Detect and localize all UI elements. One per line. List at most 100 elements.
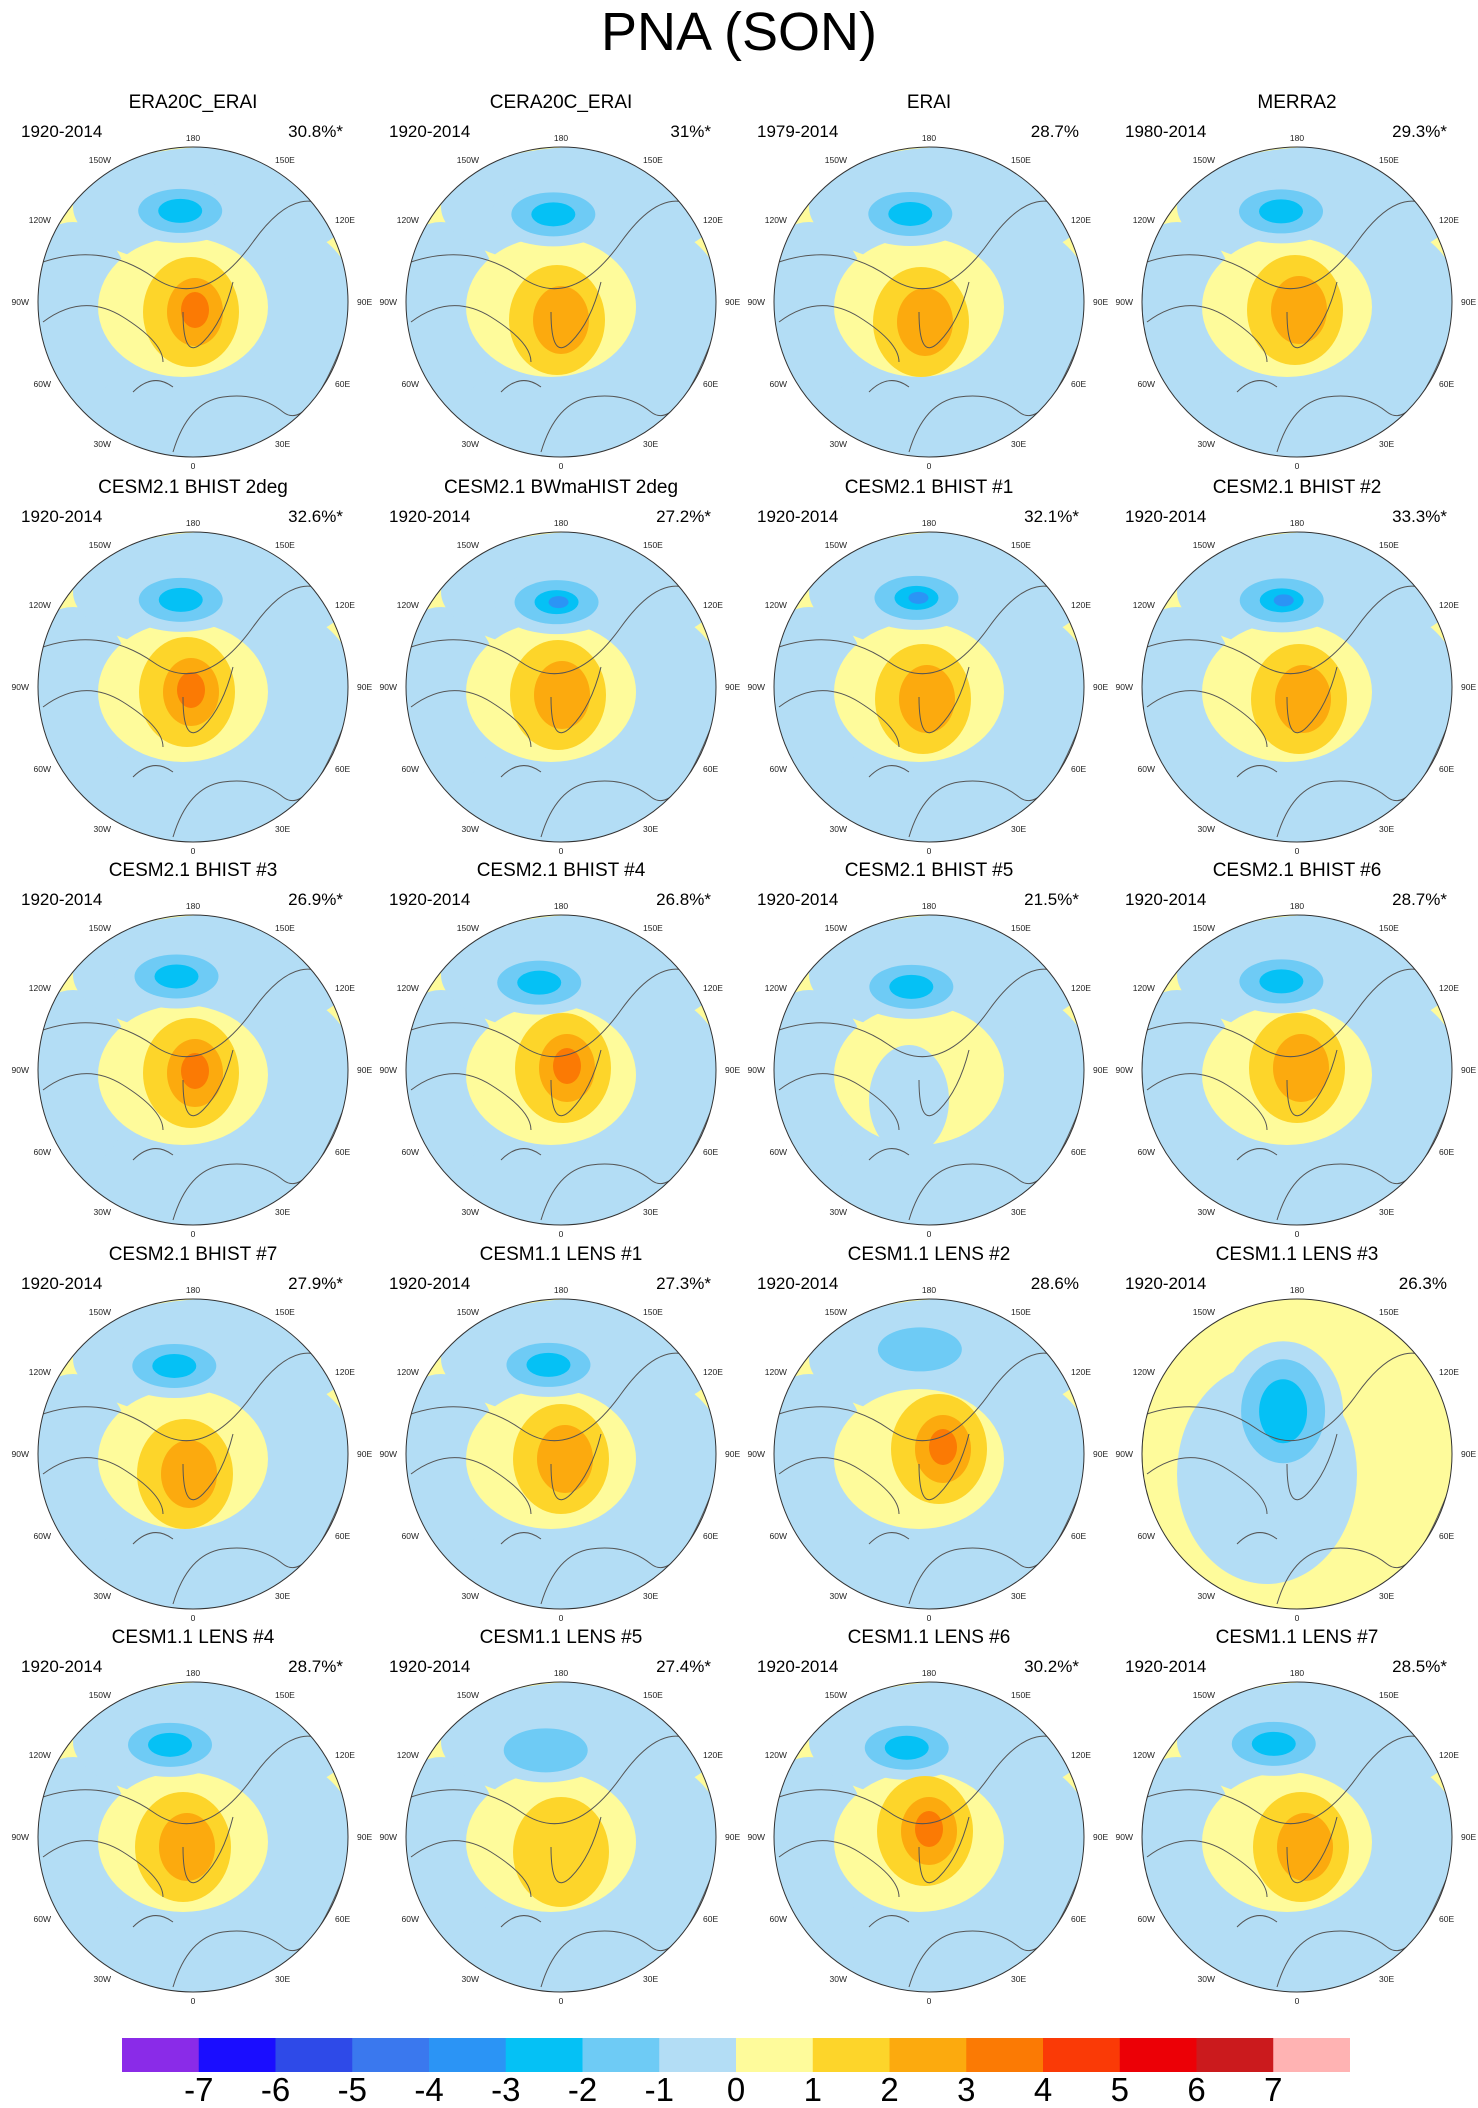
- map-panel: CESM2.1 BHIST 2deg 1920-2014 32.6%* 180 150E…: [9, 477, 377, 859]
- longitude-label: 90E: [1461, 1832, 1476, 1842]
- panel-variance-percent: 27.4%*: [656, 1657, 711, 1676]
- map-panel: CESM1.1 LENS #3 1920-2014 26.3% 180 150E 120E…: [1113, 1244, 1478, 1626]
- panel-title: CESM1.1 LENS #5: [479, 1627, 643, 1648]
- longitude-label: 150W: [89, 155, 111, 165]
- colorbar-swatch: [736, 2038, 814, 2072]
- longitude-label: 0: [191, 1229, 196, 1239]
- longitude-label: 90E: [1461, 682, 1476, 692]
- longitude-label: 180: [186, 1285, 200, 1295]
- longitude-label: 30W: [1198, 1207, 1215, 1217]
- longitude-label: 120E: [335, 600, 355, 610]
- map-panel: CESM2.1 BHIST #7 1920-2014 27.9%* 180 150E 12…: [9, 1244, 377, 1626]
- longitude-label: 0: [191, 1996, 196, 2006]
- longitude-label: 120E: [1071, 1750, 1091, 1760]
- negative-anomaly-area: [1177, 736, 1397, 842]
- map-boundary: [405, 531, 717, 843]
- polar-map: 180 150E 120E 90E 60E 30E 0 30W 60W 90W 120W 150W: [1116, 518, 1477, 856]
- colorbar-swatch: [812, 2038, 890, 2072]
- longitude-label: 30E: [1379, 439, 1394, 449]
- longitude-label: 90E: [725, 1449, 740, 1459]
- longitude-label: 150W: [89, 1307, 111, 1317]
- colorbar-tick-label: 0: [726, 2071, 746, 2108]
- panel-period: 1920-2014: [757, 890, 839, 909]
- low-core: [1259, 969, 1304, 994]
- panel-title: CESM1.1 LENS #2: [847, 1244, 1011, 1265]
- longitude-label: 120E: [335, 983, 355, 993]
- map-boundary: [37, 1298, 349, 1610]
- negative-anomaly-area: [441, 1119, 661, 1225]
- colorbar-tick-label: 7: [1264, 2071, 1283, 2108]
- longitude-label: 90W: [12, 682, 29, 692]
- longitude-label: 120W: [29, 983, 51, 993]
- panel-variance-percent: 28.7%*: [288, 1657, 343, 1676]
- longitude-label: 150E: [643, 923, 663, 933]
- longitude-label: 60E: [1071, 379, 1086, 389]
- longitude-label: 90E: [1461, 1449, 1476, 1459]
- longitude-label: 60E: [1439, 1914, 1454, 1924]
- panel-title: CESM2.1 BHIST #6: [1212, 860, 1382, 881]
- colorbar-swatch: [659, 2038, 737, 2072]
- longitude-label: 120W: [765, 600, 787, 610]
- longitude-label: 30W: [462, 439, 479, 449]
- colorbar-swatch: [1043, 2038, 1121, 2072]
- panel-title: CESM2.1 BHIST 2deg: [98, 477, 288, 498]
- longitude-label: 120E: [1439, 983, 1459, 993]
- longitude-label: 30W: [830, 1591, 847, 1601]
- longitude-label: 30W: [1198, 824, 1215, 834]
- low-core: [888, 201, 933, 226]
- polar-map: 180 150E 120E 90E 60E 30E 0 30W 60W 90W 120W 150W: [748, 1668, 1109, 2006]
- polar-map: 180 150E 120E 90E 60E 30E 0 30W 60W 90W 120W 150W: [380, 133, 741, 471]
- longitude-label: 30E: [643, 824, 658, 834]
- map-panel: CESM2.1 BHIST #2 1920-2014 33.3%* 180 150E 12…: [1113, 477, 1478, 859]
- longitude-label: 120W: [765, 983, 787, 993]
- longitude-label: 90E: [725, 682, 740, 692]
- longitude-label: 60E: [703, 1147, 718, 1157]
- longitude-label: 60E: [335, 379, 350, 389]
- longitude-label: 120W: [765, 1367, 787, 1377]
- colorbar-tick-label: 6: [1187, 2071, 1206, 2108]
- longitude-label: 90W: [12, 1832, 29, 1842]
- longitude-label: 90E: [725, 1832, 740, 1842]
- longitude-label: 30W: [94, 824, 111, 834]
- map-boundary: [405, 914, 717, 1226]
- map-panel: CESM1.1 LENS #2 1920-2014 28.6% 180 150E 120E…: [745, 1244, 1113, 1626]
- panel-period: 1979-2014: [757, 122, 839, 141]
- panel-variance-percent: 30.8%*: [288, 122, 343, 141]
- longitude-label: 60W: [769, 379, 786, 389]
- longitude-label: 90W: [748, 1449, 765, 1459]
- longitude-label: 180: [1290, 133, 1304, 143]
- longitude-label: 60E: [1071, 1531, 1086, 1541]
- map-panel: ERAI 1979-2014 28.7% 180 150E 120E 90E 60E 30E 0 3…: [745, 92, 1113, 474]
- longitude-label: 0: [559, 1229, 564, 1239]
- high-contour: [513, 1797, 609, 1907]
- panel-title: CERA20C_ERAI: [489, 92, 633, 113]
- low-core: [1259, 1379, 1308, 1444]
- longitude-label: 120E: [1439, 215, 1459, 225]
- longitude-label: 90W: [12, 297, 29, 307]
- longitude-label: 60W: [401, 764, 418, 774]
- longitude-label: 60W: [1137, 1914, 1154, 1924]
- longitude-label: 30W: [830, 1207, 847, 1217]
- panel-variance-percent: 30.2%*: [1024, 1657, 1079, 1676]
- map-boundary: [773, 1681, 1085, 1993]
- longitude-label: 120W: [1133, 215, 1155, 225]
- panel-variance-percent: 33.3%*: [1392, 507, 1447, 526]
- low-core: [548, 596, 569, 609]
- longitude-label: 0: [559, 1996, 564, 2006]
- map-panel: CESM1.1 LENS #5 1920-2014 27.4%* 180 150E 120…: [377, 1627, 745, 2009]
- longitude-label: 180: [186, 133, 200, 143]
- colorbar-swatch: [889, 2038, 967, 2072]
- colorbar-swatch: [198, 2038, 276, 2072]
- panel-period: 1920-2014: [1125, 1274, 1207, 1293]
- longitude-label: 30E: [1379, 824, 1394, 834]
- longitude-label: 120W: [397, 1367, 419, 1377]
- panel-period: 1920-2014: [757, 507, 839, 526]
- longitude-label: 90W: [380, 682, 397, 692]
- longitude-label: 0: [927, 1996, 932, 2006]
- colorbar-swatch: [505, 2038, 583, 2072]
- longitude-label: 90E: [725, 297, 740, 307]
- panel-period: 1980-2014: [1125, 122, 1207, 141]
- panel-variance-percent: 29.3%*: [1392, 122, 1447, 141]
- longitude-label: 60W: [401, 1147, 418, 1157]
- longitude-label: 30E: [1379, 1974, 1394, 1984]
